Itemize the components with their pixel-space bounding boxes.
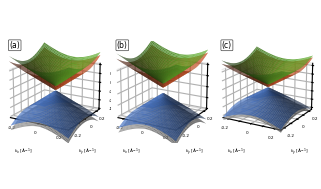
Text: $k_x$ [Å$^{-1}$]: $k_x$ [Å$^{-1}$] bbox=[14, 147, 33, 156]
Text: $k_y$ [Å$^{-1}$]: $k_y$ [Å$^{-1}$] bbox=[290, 147, 309, 157]
Text: (c): (c) bbox=[222, 41, 232, 50]
Text: $k_y$ [Å$^{-1}$]: $k_y$ [Å$^{-1}$] bbox=[78, 147, 96, 157]
Text: $k_y$ [Å$^{-1}$]: $k_y$ [Å$^{-1}$] bbox=[185, 147, 204, 157]
Text: (a): (a) bbox=[9, 41, 20, 50]
Text: (b): (b) bbox=[117, 41, 128, 50]
Text: $k_x$ [Å$^{-1}$]: $k_x$ [Å$^{-1}$] bbox=[227, 147, 245, 156]
Text: $k_x$ [Å$^{-1}$]: $k_x$ [Å$^{-1}$] bbox=[122, 147, 140, 156]
